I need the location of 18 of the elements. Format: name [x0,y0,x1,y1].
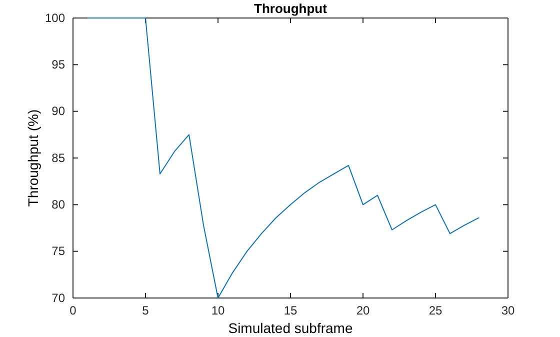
x-tick-label: 10 [211,304,225,318]
y-tick-label: 85 [52,150,66,165]
y-tick-label: 100 [44,10,66,25]
x-tick-label: 5 [142,304,150,318]
x-tick-label: 0 [70,304,77,318]
x-tick-label: 25 [428,304,442,318]
y-tick-label: 90 [52,104,66,118]
y-tick-label: 75 [52,244,66,258]
chart-title: Throughput [254,1,328,16]
y-axis-title: Throughput (%) [25,109,41,207]
line-series [87,18,480,298]
x-axis-title: Simulated subframe [228,320,353,336]
y-tick-label: 95 [52,58,66,72]
y-tick-label: 70 [52,290,66,305]
x-tick-label: 20 [356,304,370,318]
y-tick-label: 80 [52,198,66,212]
x-tick-label: 30 [501,304,515,318]
x-tick-label: 15 [284,304,298,318]
